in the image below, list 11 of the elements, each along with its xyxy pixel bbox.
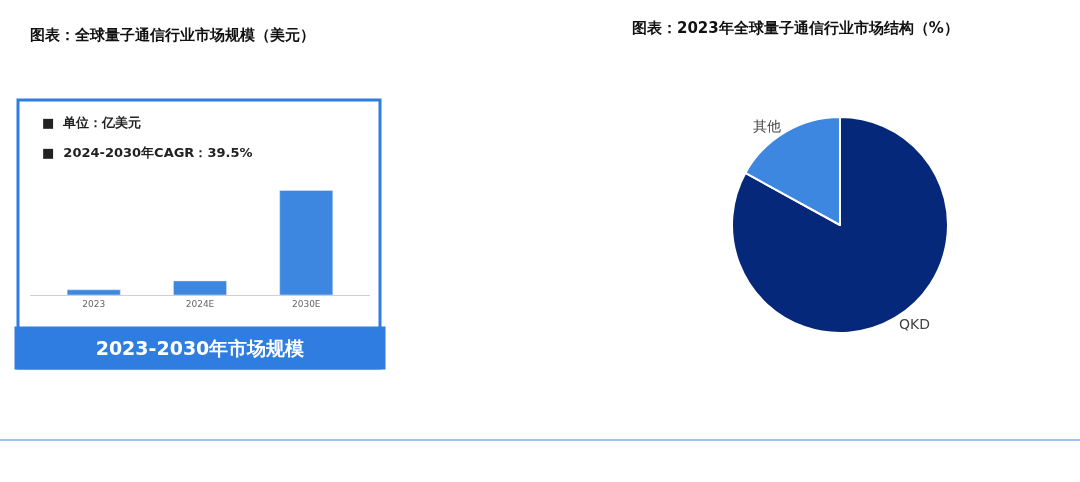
slice-label: 其他 xyxy=(753,118,782,135)
x-tick-label: 2030E xyxy=(291,298,321,309)
chart-title: 图表：全球量子通信行业市场规模（美元） xyxy=(30,26,315,44)
text: ■ 单位：亿美元 xyxy=(42,115,142,130)
x-tick-label: 2023 xyxy=(82,298,106,309)
text: 2023-2030年市场规模 xyxy=(95,337,305,359)
text: ■ 2024-2030年CAGR：39.5% xyxy=(42,145,253,160)
slice-label: QKD xyxy=(898,315,930,332)
x-tick-label: 2024E xyxy=(185,298,215,309)
pie-slice xyxy=(731,116,949,334)
chart-title: 图表：2023年全球量子通信行业市场结构（%） xyxy=(632,19,959,37)
